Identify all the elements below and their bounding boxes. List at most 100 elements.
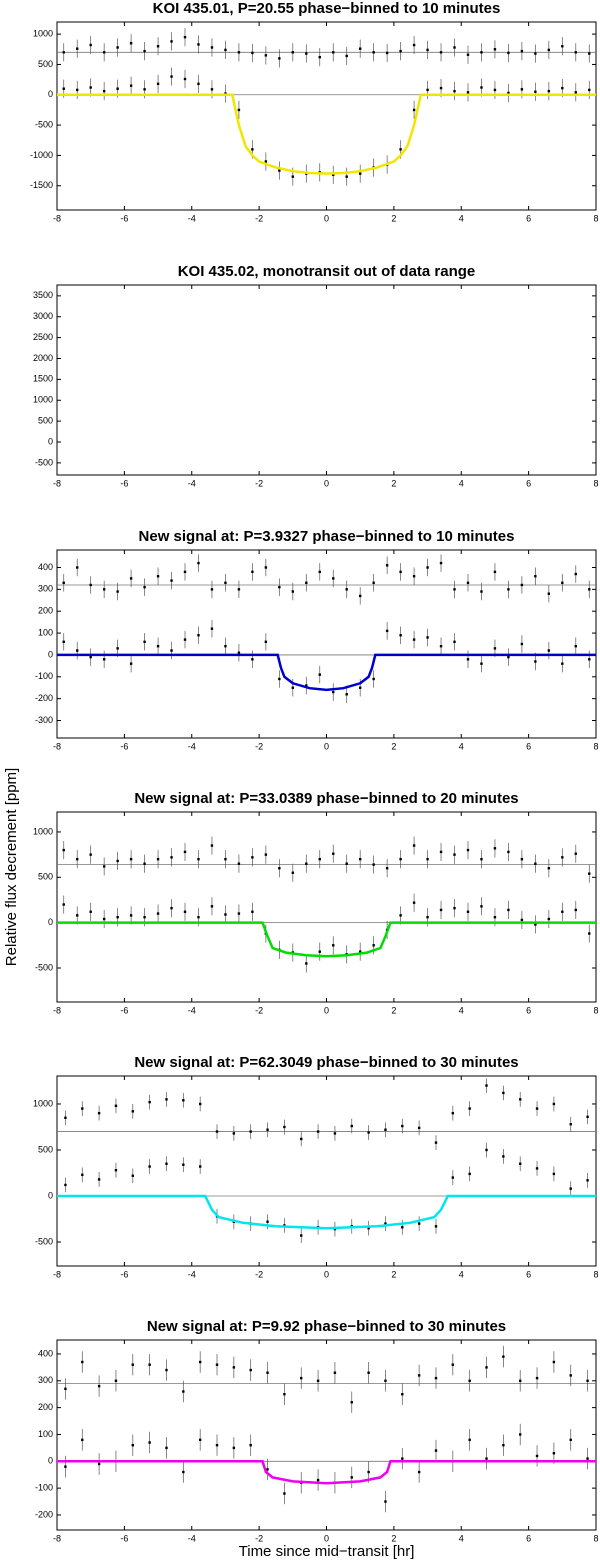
data-point	[102, 89, 106, 93]
data-point	[480, 590, 483, 593]
data-point	[291, 175, 295, 178]
data-point	[156, 912, 160, 915]
data-point	[197, 916, 200, 919]
data-point	[251, 51, 254, 55]
data-point	[358, 172, 362, 175]
data-point	[62, 903, 65, 906]
data-point	[210, 905, 214, 908]
data-point	[588, 52, 591, 55]
x-tick-label: 0	[324, 1269, 329, 1279]
data-point	[574, 852, 577, 855]
data-point	[534, 862, 537, 865]
data-point	[300, 1376, 303, 1380]
y-tick-label: -500	[35, 962, 53, 972]
data-point	[434, 1376, 438, 1380]
data-point	[237, 108, 241, 112]
data-point	[586, 1179, 589, 1182]
data-point	[264, 54, 268, 57]
data-point	[62, 848, 65, 852]
data-point	[569, 1123, 572, 1126]
x-tick-label: 6	[526, 1533, 531, 1543]
data-point	[547, 649, 551, 652]
data-point	[535, 1376, 539, 1380]
data-point	[468, 1438, 471, 1442]
data-point	[251, 570, 254, 574]
data-point	[305, 684, 308, 687]
x-tick-label: 8	[593, 1533, 598, 1543]
data-point	[198, 1102, 202, 1106]
data-point	[434, 1449, 438, 1452]
data-point	[350, 1401, 353, 1404]
x-tick-label: -2	[255, 478, 263, 488]
data-point	[182, 1163, 185, 1166]
plot-area	[56, 21, 597, 211]
x-tick-label: 2	[391, 1269, 396, 1279]
data-point	[358, 594, 362, 598]
data-point	[264, 566, 268, 569]
data-point	[148, 1100, 151, 1104]
data-point	[81, 1173, 84, 1177]
data-point	[264, 160, 268, 163]
plot-area	[56, 811, 597, 1003]
data-point	[76, 47, 79, 50]
y-tick-label: -200	[35, 693, 53, 703]
data-point	[224, 581, 227, 584]
data-point	[412, 575, 416, 578]
data-point	[426, 88, 429, 92]
data-point	[485, 1148, 488, 1152]
data-point	[89, 583, 92, 587]
data-point	[318, 570, 321, 574]
data-point	[197, 634, 200, 637]
x-tick-label: -2	[255, 1269, 263, 1279]
data-point	[170, 856, 173, 859]
y-tick-label: 400	[38, 562, 53, 572]
data-point	[143, 862, 146, 865]
data-point	[278, 867, 281, 870]
data-point	[426, 636, 429, 639]
data-point	[401, 1226, 404, 1229]
data-point	[215, 1130, 219, 1133]
data-point	[588, 932, 591, 935]
data-point	[300, 1234, 303, 1237]
data-point	[384, 1222, 387, 1225]
data-point	[534, 90, 537, 93]
data-point	[64, 1465, 67, 1468]
data-point	[316, 1379, 320, 1382]
data-point	[519, 1098, 522, 1101]
data-point	[350, 1124, 353, 1128]
data-point	[485, 1084, 488, 1087]
data-point	[291, 590, 295, 593]
data-point	[547, 89, 551, 93]
y-tick-label: 0	[48, 1190, 53, 1200]
x-tick-label: -8	[53, 478, 61, 488]
data-point	[417, 1126, 421, 1130]
data-point	[534, 660, 537, 663]
x-tick-label: -6	[120, 1005, 128, 1015]
data-point	[561, 662, 564, 665]
data-point	[102, 658, 106, 661]
data-point	[358, 47, 362, 50]
data-point	[210, 588, 214, 591]
plot-area	[56, 1075, 597, 1267]
x-tick-label: 8	[593, 213, 598, 223]
data-point	[345, 54, 348, 58]
y-tick-label: 0	[48, 1456, 53, 1466]
x-tick-label: 6	[526, 1269, 531, 1279]
data-point	[266, 1468, 269, 1471]
data-point	[569, 1438, 572, 1442]
data-point	[116, 87, 119, 90]
x-tick-label: -4	[188, 213, 196, 223]
data-point	[439, 644, 443, 648]
data-point	[502, 1155, 505, 1158]
data-point	[266, 1220, 269, 1223]
data-point	[224, 857, 227, 861]
data-point	[574, 908, 577, 912]
data-point	[81, 1438, 84, 1442]
data-point	[197, 857, 200, 861]
data-point	[156, 575, 160, 578]
data-point	[198, 1360, 202, 1364]
data-point	[412, 638, 416, 641]
data-point	[480, 51, 483, 54]
y-tick-label: 300	[38, 1375, 53, 1385]
